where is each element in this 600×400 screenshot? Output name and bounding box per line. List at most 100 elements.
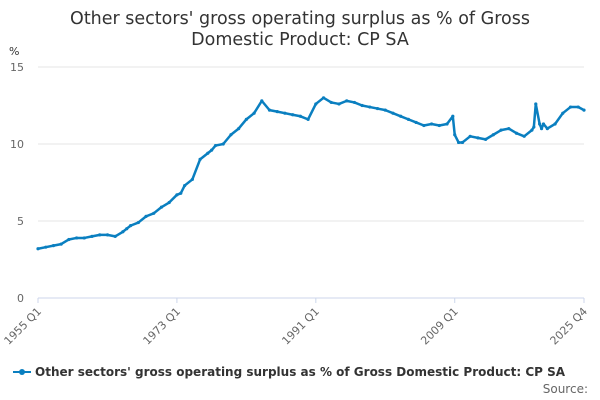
data-point[interactable]	[391, 111, 395, 115]
data-point[interactable]	[468, 134, 472, 138]
data-point[interactable]	[237, 127, 241, 131]
data-point[interactable]	[538, 122, 542, 126]
data-point[interactable]	[582, 108, 586, 112]
data-point[interactable]	[210, 148, 214, 152]
data-point[interactable]	[337, 102, 341, 106]
data-point[interactable]	[553, 122, 557, 126]
data-point[interactable]	[175, 193, 179, 197]
data-point[interactable]	[198, 157, 202, 161]
data-point[interactable]	[291, 113, 295, 117]
data-point[interactable]	[306, 117, 310, 121]
data-point[interactable]	[67, 237, 71, 242]
data-point[interactable]	[244, 117, 248, 121]
data-point[interactable]	[561, 111, 565, 115]
data-point[interactable]	[229, 133, 233, 137]
data-point[interactable]	[460, 140, 465, 145]
data-point[interactable]	[514, 131, 519, 135]
data-point[interactable]	[532, 125, 536, 129]
data-point[interactable]	[451, 114, 455, 118]
data-point[interactable]	[453, 133, 457, 137]
data-point[interactable]	[545, 127, 549, 131]
x-axis-ticks: 1955 Q1 1973 Q1 1991 Q1 2009 Q1 2025 Q4	[2, 298, 591, 348]
data-point[interactable]	[383, 108, 387, 112]
y-tick-label: 10	[10, 138, 24, 151]
data-point[interactable]	[252, 111, 256, 115]
data-point[interactable]	[456, 140, 461, 145]
data-point[interactable]	[44, 245, 48, 249]
y-tick-label: 15	[10, 61, 24, 74]
data-point[interactable]	[179, 191, 183, 195]
data-point[interactable]	[368, 105, 372, 109]
legend-item-label[interactable]: Other sectors' gross operating surplus a…	[35, 365, 566, 379]
data-point[interactable]	[260, 99, 264, 103]
series-line[interactable]	[36, 96, 586, 250]
data-point[interactable]	[530, 128, 534, 132]
data-point[interactable]	[534, 102, 538, 106]
data-point[interactable]	[125, 227, 129, 231]
legend-marker-icon	[19, 369, 25, 375]
data-point[interactable]	[499, 128, 503, 132]
data-point[interactable]	[298, 114, 302, 118]
data-point[interactable]	[275, 110, 279, 114]
data-point[interactable]	[429, 122, 434, 126]
data-point[interactable]	[159, 205, 164, 209]
data-point[interactable]	[267, 108, 272, 112]
data-point[interactable]	[484, 137, 488, 141]
data-point[interactable]	[491, 133, 495, 137]
data-point[interactable]	[213, 143, 218, 148]
data-point[interactable]	[206, 151, 210, 155]
data-point[interactable]	[476, 136, 480, 140]
data-point[interactable]	[59, 242, 63, 246]
data-point[interactable]	[329, 100, 333, 105]
data-point[interactable]	[283, 111, 287, 115]
data-point[interactable]	[576, 105, 580, 109]
data-point[interactable]	[437, 123, 441, 128]
data-point[interactable]	[541, 122, 546, 126]
x-tick-label: 2009 Q1	[418, 305, 461, 348]
data-point[interactable]	[74, 236, 79, 240]
data-point[interactable]	[414, 120, 418, 125]
data-point[interactable]	[321, 96, 326, 100]
data-point[interactable]	[183, 183, 187, 188]
data-point[interactable]	[136, 220, 140, 225]
data-point[interactable]	[352, 100, 357, 105]
data-point[interactable]	[399, 114, 403, 118]
data-point[interactable]	[36, 247, 40, 251]
data-point[interactable]	[360, 103, 364, 108]
data-point[interactable]	[221, 142, 225, 146]
data-point[interactable]	[422, 123, 426, 128]
data-point[interactable]	[167, 200, 171, 205]
data-point[interactable]	[82, 236, 86, 240]
x-tick-label: 1991 Q1	[279, 305, 322, 348]
data-point[interactable]	[345, 99, 349, 103]
chart-title-line: Domestic Product: CP SA	[191, 30, 409, 50]
data-point[interactable]	[522, 134, 526, 138]
source-label: Source:	[543, 382, 588, 396]
data-point[interactable]	[121, 230, 125, 234]
series-group[interactable]	[36, 96, 586, 251]
legend[interactable]: Other sectors' gross operating surplus a…	[13, 365, 566, 379]
data-point[interactable]	[105, 233, 110, 237]
data-point[interactable]	[129, 224, 133, 228]
data-point[interactable]	[539, 127, 544, 131]
y-axis-ticks: 0 5 10 15	[10, 61, 24, 305]
chart-title-line: Other sectors' gross operating surplus a…	[70, 9, 530, 29]
data-point[interactable]	[51, 244, 56, 248]
data-point[interactable]	[406, 117, 411, 121]
y-tick-label: 5	[17, 215, 24, 228]
y-axis-unit-label: %	[9, 45, 19, 58]
x-tick-label: 2025 Q4	[548, 305, 591, 348]
data-point[interactable]	[90, 234, 94, 238]
data-point[interactable]	[190, 177, 194, 182]
data-point[interactable]	[445, 122, 449, 126]
data-point[interactable]	[152, 211, 156, 215]
data-point[interactable]	[144, 214, 148, 218]
x-tick-label: 1955 Q1	[2, 305, 45, 348]
data-point[interactable]	[375, 106, 380, 111]
data-point[interactable]	[314, 102, 318, 106]
data-point[interactable]	[113, 234, 117, 238]
data-point[interactable]	[568, 105, 573, 109]
data-point[interactable]	[507, 127, 511, 131]
data-point[interactable]	[98, 233, 102, 237]
